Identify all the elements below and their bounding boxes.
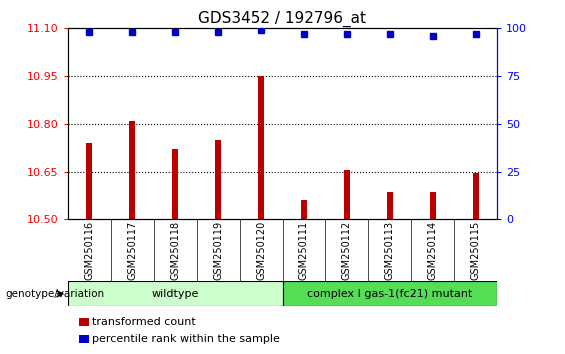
Text: complex I gas-1(fc21) mutant: complex I gas-1(fc21) mutant xyxy=(307,289,472,299)
Text: GSM250112: GSM250112 xyxy=(342,221,352,280)
Text: GSM250114: GSM250114 xyxy=(428,221,438,280)
Text: GSM250119: GSM250119 xyxy=(213,221,223,280)
Bar xyxy=(472,173,479,219)
Text: GSM250120: GSM250120 xyxy=(256,221,266,280)
Title: GDS3452 / 192796_at: GDS3452 / 192796_at xyxy=(198,11,367,27)
Bar xyxy=(282,281,497,306)
Bar xyxy=(172,149,179,219)
Bar xyxy=(429,192,436,219)
Bar xyxy=(386,192,393,219)
Text: wildtype: wildtype xyxy=(151,289,199,299)
Bar xyxy=(344,170,350,219)
Bar xyxy=(258,76,264,219)
Bar xyxy=(129,121,136,219)
Text: GSM250113: GSM250113 xyxy=(385,221,395,280)
Text: GSM250118: GSM250118 xyxy=(170,221,180,280)
Bar xyxy=(215,140,221,219)
Text: percentile rank within the sample: percentile rank within the sample xyxy=(92,334,280,344)
Bar xyxy=(86,143,93,219)
Bar xyxy=(68,281,282,306)
Text: genotype/variation: genotype/variation xyxy=(6,289,105,299)
Text: GSM250115: GSM250115 xyxy=(471,221,481,280)
Text: transformed count: transformed count xyxy=(92,317,195,327)
Bar xyxy=(301,200,307,219)
Text: GSM250116: GSM250116 xyxy=(84,221,94,280)
Text: GSM250111: GSM250111 xyxy=(299,221,309,280)
Text: GSM250117: GSM250117 xyxy=(127,221,137,280)
